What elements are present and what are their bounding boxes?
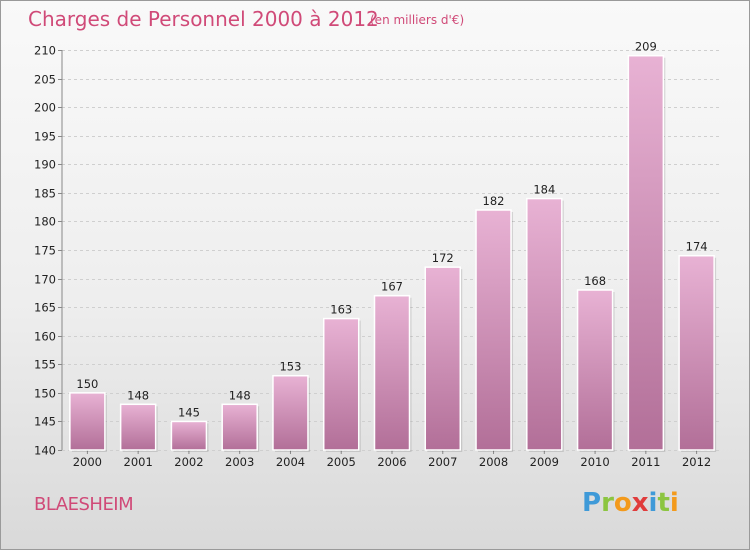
logo-letter: i	[648, 488, 658, 518]
x-tick-label: 2000	[73, 455, 102, 469]
bar-2009	[526, 197, 563, 451]
bar-2008	[475, 209, 512, 451]
x-tick-label: 2001	[124, 455, 153, 469]
value-label: 168	[584, 274, 606, 288]
bar-2010	[576, 289, 614, 451]
y-tick-label: 180	[34, 215, 56, 229]
bar-2000	[69, 392, 106, 451]
commune-name: BLAESHEIM	[34, 494, 134, 515]
bar-2004	[272, 374, 309, 451]
value-label: 148	[229, 388, 251, 402]
y-tick-label: 160	[34, 330, 56, 344]
y-axis: 140 145 150 155 160 165 170 175 180 185 190 195 200 2…	[34, 44, 698, 458]
value-label: 167	[381, 280, 403, 294]
y-tick-label: 175	[34, 244, 56, 258]
x-tick-label: 2007	[428, 455, 457, 469]
proxiti-logo: Proxiti	[582, 488, 679, 518]
logo-letter: o	[613, 488, 632, 518]
logo-letter: i	[669, 488, 679, 518]
x-tick-label: 2004	[276, 455, 305, 469]
x-tick-label: 2003	[225, 455, 254, 469]
y-tick-label: 185	[34, 187, 56, 201]
y-tick-label: 190	[34, 158, 56, 172]
value-label: 150	[76, 377, 98, 391]
bar-2005	[322, 317, 360, 451]
x-tick-label: 2005	[327, 455, 356, 469]
value-label: 174	[686, 240, 708, 254]
y-tick-label: 140	[34, 444, 56, 458]
y-tick-label: 200	[34, 101, 56, 115]
x-tick-label: 2008	[479, 455, 508, 469]
value-label: 184	[533, 183, 555, 197]
x-tick-label: 2010	[580, 455, 609, 469]
value-label: 148	[127, 388, 149, 402]
bar-2006	[373, 294, 411, 451]
y-tick-label: 195	[34, 130, 56, 144]
x-tick-label: 2009	[530, 455, 559, 469]
x-tick-label: 2011	[631, 455, 660, 469]
y-tick-label: 165	[34, 301, 56, 315]
value-label: 172	[432, 251, 454, 265]
x-tick-label: 2002	[174, 455, 203, 469]
x-tick-label: 2006	[377, 455, 406, 469]
label-layer: 150 2000 148 2001 145 2002 148 2003 153 2004 163 20…	[73, 40, 712, 469]
logo-letter: r	[601, 488, 614, 518]
y-tick-label: 145	[34, 415, 56, 429]
value-label: 145	[178, 405, 200, 419]
y-tick-label: 155	[34, 358, 56, 372]
y-tick-label: 170	[34, 273, 56, 287]
logo-letter: P	[582, 488, 602, 518]
logo-letter: t	[657, 488, 670, 518]
value-label: 209	[635, 40, 657, 54]
value-label: 153	[279, 360, 301, 374]
bar-2003	[221, 403, 258, 451]
bar-2007	[424, 266, 462, 451]
y-tick-label: 210	[34, 44, 56, 58]
bar-2012	[678, 254, 715, 451]
bar-2002	[170, 420, 208, 451]
bar-2001	[119, 403, 157, 451]
y-tick-label: 150	[34, 387, 56, 401]
y-tick-label: 205	[34, 73, 56, 87]
bar-2011	[627, 54, 665, 451]
chart-title: Charges de Personnel 2000 à 2012	[28, 7, 379, 31]
value-label: 163	[330, 303, 352, 317]
bar-layer	[69, 54, 717, 452]
chart-subtitle: (en milliers d'€)	[370, 13, 464, 27]
value-label: 182	[483, 194, 505, 208]
logo-letter: x	[631, 488, 649, 518]
x-tick-label: 2012	[682, 455, 711, 469]
